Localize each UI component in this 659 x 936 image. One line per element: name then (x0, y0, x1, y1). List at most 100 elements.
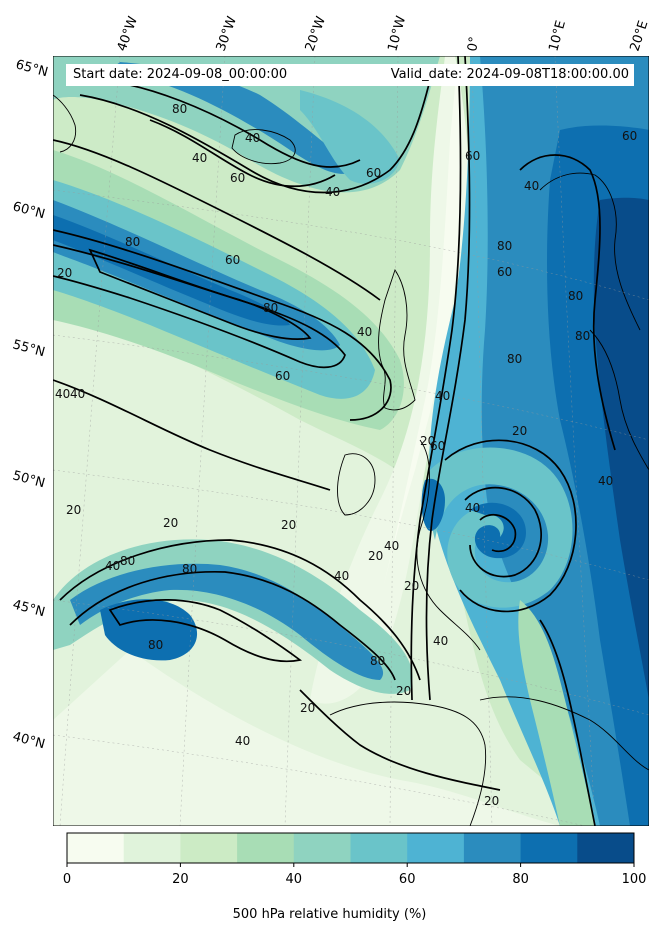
lon-label: 30°W (214, 14, 240, 53)
contour-line-cyclone-inner (479, 513, 517, 553)
coastlines (53, 94, 649, 826)
colorbar-cell (577, 833, 635, 863)
coastline-ireland (337, 453, 376, 516)
colorbar-tick-label: 40 (286, 872, 303, 887)
colorbar-cell (67, 833, 125, 863)
lon-label: 20°W (303, 14, 329, 53)
contour-label: 40 (598, 474, 613, 488)
coastline-baltic (589, 329, 649, 471)
colorbar-cell (350, 833, 408, 863)
colorbar-frame (66, 832, 635, 864)
contour-line-south-20 (53, 379, 331, 491)
moist-blob-southwest (100, 599, 198, 661)
lat-label: 50°N (11, 468, 47, 491)
contour-line-north-80 (99, 79, 361, 168)
colorbar-cell (180, 833, 238, 863)
contour-label: 20 (512, 424, 527, 438)
colorbar-tick-label: 60 (399, 872, 416, 887)
date-header: Start date: 2024-09-08_00:00:00 Valid_da… (66, 64, 634, 86)
contour-line-cyclone-outer (444, 439, 577, 613)
lon-label: 20°E (628, 19, 652, 53)
contour-label: 80 (507, 352, 522, 366)
contour-label: 20 (57, 266, 72, 280)
contour-label: 20 (300, 701, 315, 715)
contour-label: 20 (404, 579, 419, 593)
contour-label: 60 (366, 166, 381, 180)
contour-label: 40 (384, 539, 399, 553)
contour-label: 80 (370, 654, 385, 668)
contour-line-azores-40 (69, 570, 396, 681)
contour-label: 20 (163, 516, 178, 530)
colorbar-cell (237, 833, 295, 863)
latitude-labels: 65°N 60°N 55°N 50°N 45°N 40°N (11, 57, 50, 752)
contour-label: 60 (430, 439, 445, 453)
contour-label: 40 (325, 185, 340, 199)
moist-arc-southwest-core (70, 563, 384, 680)
contour-label: 20 (484, 794, 499, 808)
contour-line-iberia-20 (299, 689, 501, 791)
contour-label: 40 (192, 151, 207, 165)
contour-labels: 80 40 40 60 60 40 80 60 20 80 40 60 40 4… (55, 102, 637, 808)
contour-line-cyclone-mid (464, 486, 542, 578)
contour-label: 80 (568, 289, 583, 303)
longitude-labels: 40°W 30°W 20°W 10°W 0° 10°E 20°E (115, 14, 652, 53)
coastline-france (416, 439, 481, 651)
colorbar-label: 500 hPa relative humidity (%) (232, 907, 427, 922)
contour-label: 40 (524, 179, 539, 193)
coastline-mediterranean (479, 696, 649, 771)
contour-label: 40 (465, 501, 480, 515)
contour-line-scandinavia-80 (519, 154, 616, 451)
contour-label: 40 (235, 734, 250, 748)
coastline-scandinavia (539, 172, 641, 331)
contour-label: 80 (120, 554, 135, 568)
colorbar-cell (407, 833, 465, 863)
contour-label: 80 (263, 301, 278, 315)
contour-label: 60 (275, 369, 290, 383)
contour-line-east-40 (410, 56, 462, 701)
colorbar: 0 20 40 60 80 100 (63, 832, 647, 887)
colorbar-cell (123, 833, 181, 863)
contour-label: 40 (433, 634, 448, 648)
colorbar-cell (293, 833, 351, 863)
moist-band-north-core (110, 62, 360, 174)
contour-line-east-60 (425, 56, 471, 701)
colorbar-tick-label: 100 (622, 872, 647, 887)
colorbar-cell (463, 833, 522, 863)
coastline-iceland (231, 129, 296, 165)
contour-label: 60 (465, 149, 480, 163)
contour-line-north-60 (149, 119, 336, 188)
contour-line-central-40 (53, 229, 392, 421)
colorbar-cell (520, 833, 578, 863)
lat-label: 60°N (11, 199, 47, 222)
contour-label: 40 (357, 325, 372, 339)
wet-region-deep (593, 197, 649, 700)
contour-label: 20 (368, 549, 383, 563)
lat-label: 55°N (11, 337, 47, 360)
contour-lines (53, 56, 616, 826)
contour-label: 80 (148, 638, 163, 652)
contour-line-west-20 (53, 139, 381, 301)
contour-line-dry-slot (539, 619, 596, 826)
contour-label: 40 (105, 559, 120, 573)
lat-label: 40°N (11, 729, 47, 752)
coastline-iberia (329, 701, 487, 826)
contour-line-north-40 (79, 79, 431, 194)
contour-label: 60 (225, 253, 240, 267)
contour-label: 60 (622, 129, 637, 143)
moist-band-iceland-east (300, 90, 400, 184)
contour-label: 40 (70, 387, 85, 401)
contour-line-azores-80 (108, 599, 303, 663)
contour-label: 20 (281, 518, 296, 532)
contour-label: 40 (334, 569, 349, 583)
lon-label: 40°W (115, 14, 141, 53)
coastline-british-isles (378, 268, 416, 411)
colorbar-tick-label: 0 (63, 872, 71, 887)
contour-label: 20 (66, 503, 81, 517)
cyclone-west-arm (421, 478, 445, 531)
contour-label: 80 (182, 562, 197, 576)
start-date-label: Start date: 2024-09-08_00:00:00 (73, 67, 288, 82)
lon-label: 10°E (546, 19, 569, 53)
contour-line-azores-20 (59, 539, 421, 681)
cyclone-swirl (427, 447, 573, 608)
